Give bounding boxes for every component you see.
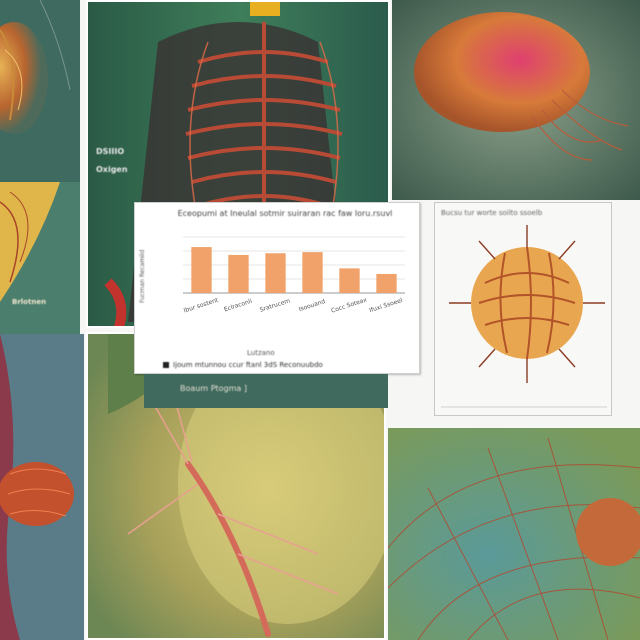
chart-legend: Ijoum mtunnou ccur ftanl 3dS Reconuubdo — [163, 361, 323, 369]
leaf-illustration: Brlotnen — [0, 182, 80, 334]
bar-chart-panel: Eceopumi at Ineulal sotmir suiraran rac … — [134, 202, 420, 374]
leaf-image-panel: Brlotnen — [0, 182, 80, 334]
jellyfish-panel — [392, 0, 640, 200]
chart-x-axis-label: Lutzano — [247, 349, 275, 357]
bar-chart: Ibur sostent Eclraconli Sratrucem Isoouand C… — [183, 236, 405, 315]
chart-category-label: Cocc Soteax — [330, 296, 368, 314]
chart-bar — [302, 252, 323, 293]
chart-category-label: Isoouand — [298, 298, 326, 313]
chart-legend-text: Ijoum mtunnou ccur ftanl 3dS Reconuubdo — [173, 361, 323, 369]
chart-bar — [265, 253, 286, 293]
chart-bar — [228, 254, 249, 293]
urchin-diagram-panel: Bucsu tur worte soilto ssoelb — [434, 202, 612, 416]
urchin-panel-title: Bucsu tur worte soilto ssoelb — [441, 209, 543, 217]
leaf-panel-label: Brlotnen — [12, 298, 46, 306]
torso-label-line1: DSIIIO — [96, 147, 124, 156]
chart-category-label: Eclraconli — [223, 298, 253, 314]
lobster-image-panel — [0, 334, 84, 640]
caption-strip-panel: Boaum Ptogma ] — [144, 374, 388, 408]
cell-network-panel — [388, 428, 640, 640]
torso-label-line2: Oxigen — [96, 165, 128, 174]
chart-category-label: Ifuxi Ssoeel — [369, 297, 404, 314]
chart-category-label: Sratrucem — [259, 297, 291, 313]
chart-bar — [339, 268, 360, 293]
organ-illustration — [0, 0, 80, 182]
chart-title: Eceopumi at Ineulal sotmir suiraran rac … — [177, 209, 393, 218]
chart-bar — [191, 247, 212, 293]
legend-swatch — [163, 362, 169, 368]
jellyfish-illustration — [392, 0, 640, 200]
chart-bar — [376, 273, 397, 293]
organ-image-panel — [0, 0, 80, 182]
chart-category-label: Ibur sostent — [183, 297, 220, 315]
lobster-illustration — [0, 334, 84, 640]
caption-text: Boaum Ptogma ] — [180, 384, 247, 393]
urchin-illustration — [441, 225, 607, 408]
cell-network-illustration — [388, 428, 640, 640]
